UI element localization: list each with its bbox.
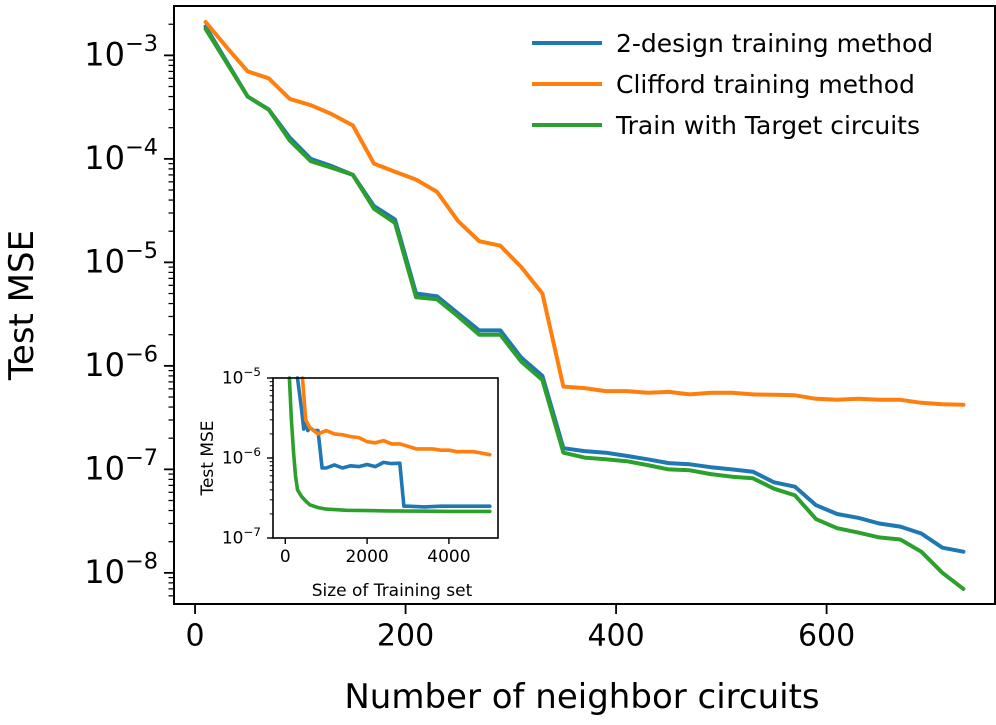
- main-y-tick-exponent: −4: [125, 135, 158, 161]
- inset-y-tick-base: 10: [222, 368, 244, 388]
- legend-label-0: 2-design training method: [616, 29, 933, 58]
- main-y-tick-label: 10−8: [84, 549, 158, 591]
- main-y-tick-base: 10: [84, 553, 125, 591]
- main-y-tick-base: 10: [84, 450, 125, 488]
- main-y-tick-base: 10: [84, 139, 125, 177]
- inset-y-ticks: 10−510−610−7: [222, 365, 273, 549]
- main-x-tick-label: 600: [798, 619, 855, 654]
- main-x-tick-label: 400: [587, 619, 644, 654]
- legend: 2-design training method Clifford trainin…: [532, 29, 933, 140]
- main-y-tick-label: 10−5: [84, 238, 158, 280]
- main-y-tick-base: 10: [84, 243, 125, 281]
- main-y-tick-exponent: −5: [125, 238, 158, 264]
- inset-x-axis-label: Size of Training set: [312, 581, 473, 601]
- main-x-axis-label: Number of neighbor circuits: [344, 677, 819, 717]
- main-y-tick-exponent: −3: [125, 31, 158, 57]
- main-plot-frame: [173, 5, 996, 605]
- main-y-tick-base: 10: [84, 36, 125, 74]
- inset-y-tick-label: 10−5: [222, 365, 261, 389]
- inset-x-tick-label: 2000: [345, 547, 388, 567]
- main-y-tick-label: 10−3: [84, 31, 158, 73]
- inset-x-ticks: 0 2000 4000: [280, 538, 471, 567]
- legend-label-1: Clifford training method: [616, 70, 915, 99]
- inset-y-tick-exponent: −5: [243, 365, 261, 379]
- inset-y-tick-exponent: −6: [243, 445, 261, 459]
- main-y-tick-label: 10−7: [84, 445, 158, 487]
- main-series-line-1: [203, 20, 966, 407]
- main-y-tick-exponent: −7: [125, 445, 158, 471]
- main-y-tick-base: 10: [84, 346, 125, 384]
- inset-plot: 0 2000 4000 10−510−610−7 Size of Training …: [198, 365, 499, 601]
- inset-y-tick-base: 10: [222, 448, 244, 468]
- main-series-lines: [203, 20, 966, 591]
- legend-label-2: Train with Target circuits: [615, 111, 920, 140]
- inset-series-lines: [287, 376, 492, 514]
- inset-series-line-0: [295, 376, 492, 509]
- inset-x-tick-label: 4000: [427, 547, 470, 567]
- inset-plot-area: [273, 378, 498, 538]
- main-y-tick-label: 10−4: [84, 135, 158, 177]
- main-series-line-2: [203, 27, 966, 591]
- inset-y-tick-label: 10−6: [222, 445, 261, 469]
- main-y-tick-exponent: −8: [125, 549, 158, 575]
- inset-y-tick-base: 10: [222, 528, 244, 548]
- main-x-tick-label: 0: [186, 619, 205, 654]
- main-y-tick-label: 10−6: [84, 342, 158, 384]
- inset-y-tick-label: 10−7: [222, 525, 261, 549]
- inset-y-tick-exponent: −7: [243, 525, 261, 539]
- main-x-ticks: 0 200 400 600: [186, 604, 855, 654]
- main-x-tick-label: 200: [377, 619, 434, 654]
- main-y-axis-label: Test MSE: [2, 230, 42, 381]
- main-y-tick-exponent: −6: [125, 342, 158, 368]
- main-y-ticks: 10−310−410−510−610−710−8: [84, 23, 174, 597]
- inset-x-tick-label: 0: [280, 547, 291, 567]
- inset-y-axis-label: Test MSE: [198, 420, 218, 496]
- inset-series-line-1: [300, 376, 492, 457]
- inset-series-line-2: [287, 376, 492, 514]
